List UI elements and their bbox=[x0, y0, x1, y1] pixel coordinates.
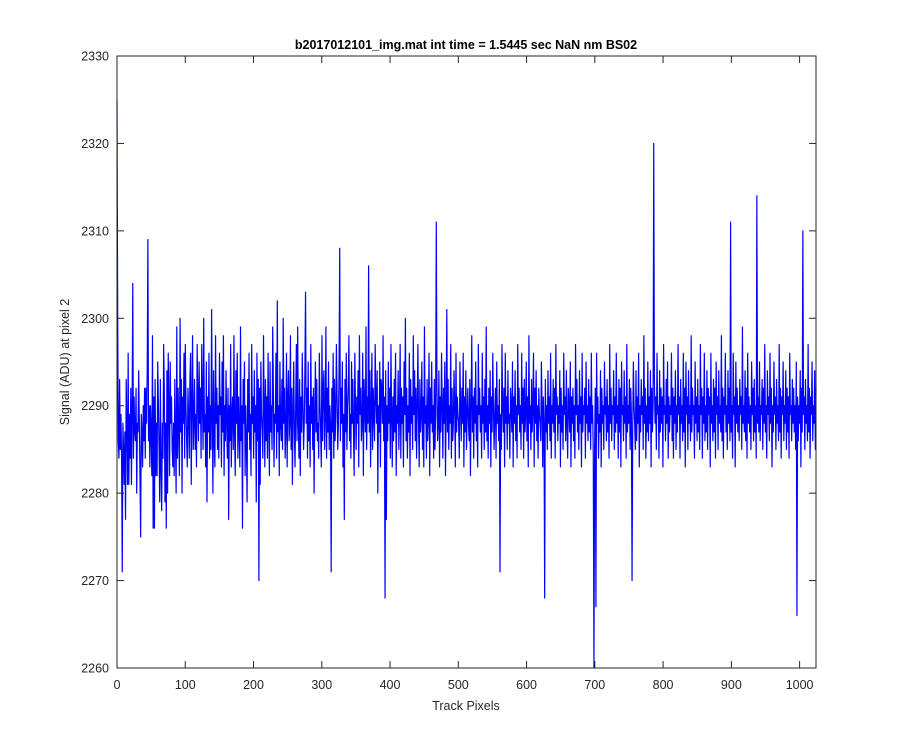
y-axis-label: Signal (ADU) at pixel 2 bbox=[58, 299, 72, 425]
chart-title: b2017012101_img.mat int time = 1.5445 se… bbox=[295, 38, 637, 52]
x-tick-label: 800 bbox=[653, 678, 674, 692]
y-tick-label: 2280 bbox=[81, 487, 109, 501]
plot-area bbox=[116, 55, 817, 669]
y-tick-label: 2260 bbox=[81, 662, 109, 676]
y-tick-label: 2300 bbox=[81, 312, 109, 326]
x-tick-label: 100 bbox=[175, 678, 196, 692]
y-tick-label: 2310 bbox=[81, 224, 109, 238]
y-axis: 2260 2270 2280 2290 2300 2310 2320 2330 bbox=[81, 50, 816, 676]
x-tick-label: 600 bbox=[516, 678, 537, 692]
y-tick-label: 2330 bbox=[81, 50, 109, 64]
x-tick-label: 700 bbox=[584, 678, 605, 692]
x-tick-label: 400 bbox=[380, 678, 401, 692]
x-tick-label: 0 bbox=[114, 678, 121, 692]
series-line bbox=[116, 99, 817, 669]
x-axis-label: Track Pixels bbox=[432, 699, 500, 713]
y-tick-label: 2320 bbox=[81, 137, 109, 151]
y-tick-label: 2290 bbox=[81, 399, 109, 413]
x-tick-label: 500 bbox=[448, 678, 469, 692]
x-tick-label: 900 bbox=[721, 678, 742, 692]
x-tick-label: 300 bbox=[311, 678, 332, 692]
y-tick-label: 2270 bbox=[81, 574, 109, 588]
x-axis: 0 100 200 300 400 500 600 700 800 900 1000 bbox=[114, 56, 814, 692]
x-tick-label: 1000 bbox=[786, 678, 814, 692]
axes-box bbox=[116, 55, 817, 669]
x-tick-label: 200 bbox=[243, 678, 264, 692]
